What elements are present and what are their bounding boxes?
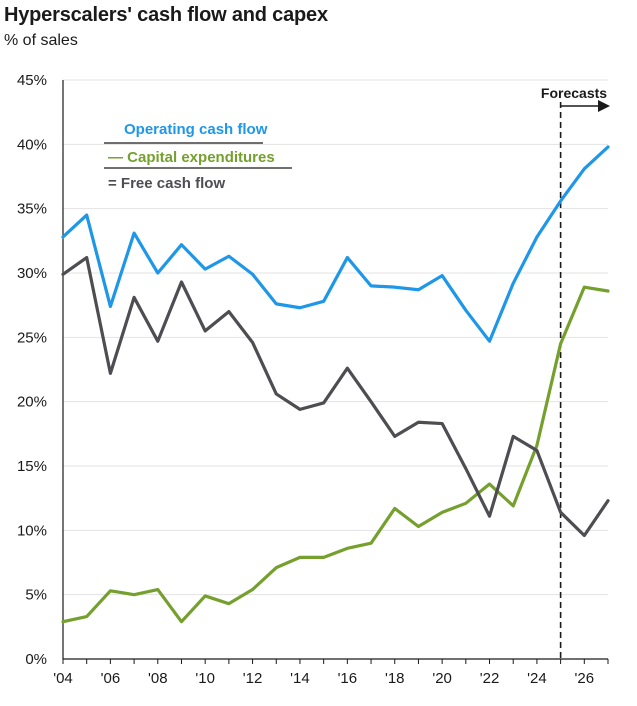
- series-lines: [61, 145, 610, 624]
- y-tick-label: 30%: [17, 265, 47, 282]
- y-tick-label: 40%: [17, 136, 47, 153]
- x-tick-label: '26: [575, 670, 595, 687]
- y-axis-tick-labels: 0% 5% 10% 15% 20% 25% 30% 35% 40% 45%: [17, 72, 47, 668]
- x-tick-label: '22: [480, 670, 500, 687]
- series-line-operating-cash-flow: [61, 145, 610, 343]
- x-tick-label: '04: [53, 670, 73, 687]
- chart-subtitle: % of sales: [4, 32, 78, 49]
- x-tick-label: '24: [527, 670, 547, 687]
- x-tick-label: '14: [290, 670, 310, 687]
- series-line-free-cash-flow: [61, 255, 610, 538]
- forecast-annotation: Forecasts: [541, 85, 610, 659]
- grid-lines: [63, 79, 608, 596]
- x-tick-label: '10: [195, 670, 215, 687]
- y-tick-label: 20%: [17, 394, 47, 411]
- x-tick-label: '16: [338, 670, 358, 687]
- legend-entry-operating-cash-flow: Operating cash flow: [124, 121, 268, 138]
- y-tick-label: 35%: [17, 201, 47, 218]
- x-tick-label: '20: [432, 670, 452, 687]
- x-tick-label: '06: [101, 670, 121, 687]
- y-tick-label: 15%: [17, 458, 47, 475]
- axes: [62, 80, 609, 664]
- y-tick-label: 0%: [25, 651, 47, 668]
- legend-entry-capital-expenditures: — Capital expenditures: [108, 149, 275, 166]
- forecast-label: Forecasts: [541, 85, 607, 101]
- series-line-capital-expenditures: [61, 285, 610, 624]
- chart-title: Hyperscalers' cash flow and capex: [4, 4, 328, 26]
- legend: Operating cash flow — Capital expenditure…: [104, 121, 292, 192]
- y-tick-label: 25%: [17, 329, 47, 346]
- x-tick-label: '18: [385, 670, 405, 687]
- x-tick-label: '12: [243, 670, 263, 687]
- forecast-arrow-icon: [598, 100, 610, 112]
- x-axis-tick-labels: '04 '06 '08 '10 '12 '14 '16 '18 '20 '22 '24 '26: [53, 670, 594, 687]
- legend-entry-free-cash-flow: = Free cash flow: [108, 175, 225, 192]
- y-tick-label: 10%: [17, 522, 47, 539]
- y-tick-label: 5%: [25, 587, 47, 604]
- x-tick-label: '08: [148, 670, 168, 687]
- y-tick-label: 45%: [17, 72, 47, 89]
